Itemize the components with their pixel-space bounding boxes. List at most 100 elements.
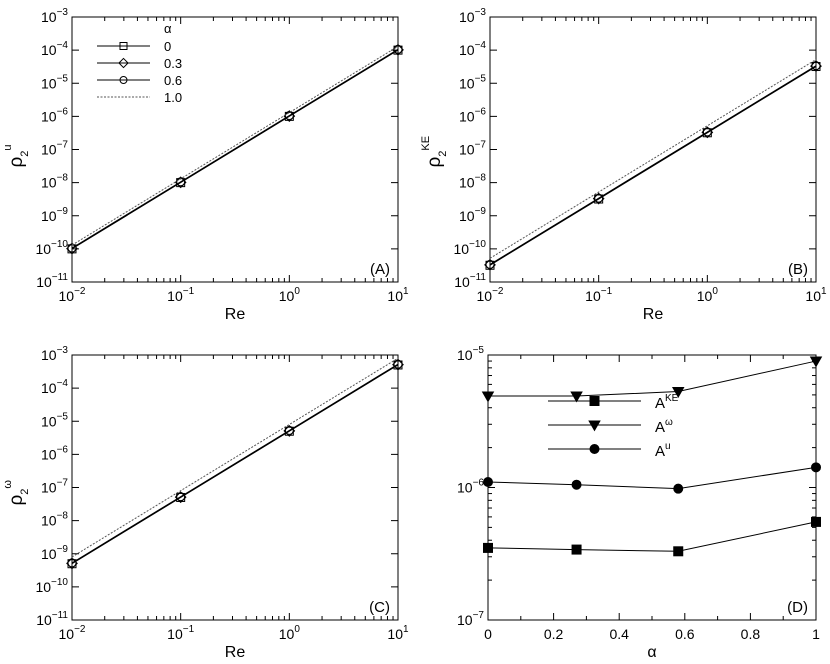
- y-tick-label: 10−7: [41, 478, 68, 496]
- x-tick-label: 101: [805, 286, 827, 304]
- y-tick-label: 10−9: [41, 206, 68, 224]
- x-axis-title: Re: [225, 306, 246, 323]
- data-point: [393, 44, 403, 54]
- panel-label: (C): [369, 599, 390, 616]
- panel-a: 10−2 10−1 100 101 10−11 10−10 10−9 10−8 10−7 10−6…: [2, 7, 409, 323]
- y-tick-label: 10−5: [41, 73, 68, 91]
- legend-title: α: [164, 21, 172, 36]
- series-line: [489, 59, 817, 259]
- y-tick-label: 10−10: [35, 239, 68, 257]
- y-tick-label: 10−11: [36, 610, 68, 628]
- x-tick-label: 0.4: [609, 626, 629, 642]
- y-tick-label: 10−4: [41, 378, 68, 396]
- x-tick-label: 1: [812, 626, 820, 642]
- x-tick-label: 100: [279, 624, 301, 642]
- data-point: [673, 483, 684, 494]
- y-tick-label: 10−9: [41, 544, 68, 562]
- x-axis-title: Re: [225, 644, 246, 661]
- y-tick-label: 10−9: [459, 206, 486, 224]
- x-tick-label: 10−2: [477, 286, 504, 304]
- x-axis-ticks: [487, 355, 817, 620]
- plot-frame: [489, 16, 817, 283]
- data-point: [67, 558, 77, 568]
- legend-marker: [588, 420, 601, 432]
- series-line: [71, 48, 399, 249]
- x-tick-label: 100: [279, 286, 301, 304]
- x-axis-ticks: [71, 17, 399, 282]
- y-tick-label: 10−6: [457, 478, 484, 496]
- data-point: [811, 516, 821, 527]
- data-point: [811, 462, 821, 473]
- y-axis-title: ρ2KE: [420, 136, 449, 168]
- y-tick-label: 10−5: [459, 73, 486, 91]
- x-tick-label: 0.8: [741, 626, 761, 642]
- data-point: [481, 391, 495, 403]
- y-tick-label: 10−4: [41, 40, 68, 58]
- y-tick-label: 10−5: [41, 411, 68, 429]
- x-tick-label: 101: [387, 624, 409, 642]
- y-tick-label: 10−3: [459, 7, 486, 25]
- legend-label: Aω: [655, 417, 673, 436]
- y-tick-label: 10−5: [457, 345, 484, 363]
- data-point: [176, 492, 186, 502]
- legend: α 0 0.3 0.6 1.0: [97, 21, 182, 105]
- series-line: [488, 360, 817, 397]
- y-tick-label: 10−6: [41, 106, 68, 124]
- y-axis-ticks: [72, 354, 398, 621]
- panel-label: (D): [787, 599, 808, 616]
- y-axis-title: ρ2u: [2, 144, 31, 167]
- data-point: [176, 177, 186, 187]
- data-point: [594, 193, 604, 203]
- legend-label: 0: [164, 39, 171, 54]
- x-tick-label: 10−2: [59, 286, 86, 304]
- panel-b: 10−2 10−1 100 101 10−11 10−10 10−9 10−8 10−7 10−6…: [420, 7, 827, 323]
- panel-c: 10−2 10−1 100 101 10−11 10−10 10−9 10−8 10−7 10−6…: [2, 345, 409, 661]
- y-tick-label: 10−7: [41, 140, 68, 158]
- legend-marker: [589, 444, 600, 454]
- panel-label: (B): [788, 261, 808, 278]
- y-tick-label: 10−6: [459, 106, 486, 124]
- x-tick-label: 101: [387, 286, 409, 304]
- y-tick-label: 10−3: [41, 7, 68, 25]
- legend-label: AKE: [655, 393, 679, 412]
- legend-label: Au: [655, 441, 671, 460]
- series-line: [71, 45, 399, 246]
- x-axis-ticks: [489, 17, 817, 282]
- y-tick-label: 10−8: [41, 173, 68, 191]
- y-tick-label: 10−4: [459, 40, 486, 58]
- y-tick-label: 10−7: [457, 610, 484, 628]
- series-group: [66, 357, 404, 570]
- data-point: [671, 386, 685, 398]
- legend-marker: [119, 42, 128, 50]
- y-tick-label: 10−6: [41, 444, 68, 462]
- y-axis-ticks: [490, 16, 816, 283]
- x-axis-ticks: [71, 355, 399, 620]
- panel-label: (A): [370, 261, 390, 278]
- data-point: [483, 477, 493, 488]
- data-point: [702, 127, 712, 137]
- series-line: [487, 466, 817, 490]
- data-point: [570, 391, 583, 403]
- data-point: [571, 479, 582, 490]
- panel-d: 0 0.2 0.4 0.6 0.8 1 10−7 10−6 10−5 α (D) AKE Aω Au: [457, 345, 823, 661]
- x-tick-label: 10−2: [59, 624, 86, 642]
- data-point: [483, 542, 493, 553]
- series-line: [71, 357, 399, 558]
- y-axis-ticks: [488, 354, 816, 621]
- y-tick-label: 10−10: [453, 239, 486, 257]
- y-axis-title: ρ2ω: [2, 480, 31, 506]
- data-point: [571, 544, 582, 555]
- x-tick-label: 0: [484, 626, 492, 642]
- x-tick-label: 0.2: [544, 626, 564, 642]
- legend-marker: [589, 396, 600, 406]
- y-tick-label: 10−11: [36, 272, 68, 290]
- y-tick-label: 10−8: [459, 173, 486, 191]
- legend-label: 0.3: [164, 56, 182, 71]
- legend-marker: [118, 57, 129, 69]
- y-tick-label: 10−11: [454, 272, 486, 290]
- series-group: [481, 356, 823, 557]
- data-point: [284, 425, 294, 435]
- data-point: [393, 359, 403, 369]
- x-tick-label: 10−1: [585, 286, 612, 304]
